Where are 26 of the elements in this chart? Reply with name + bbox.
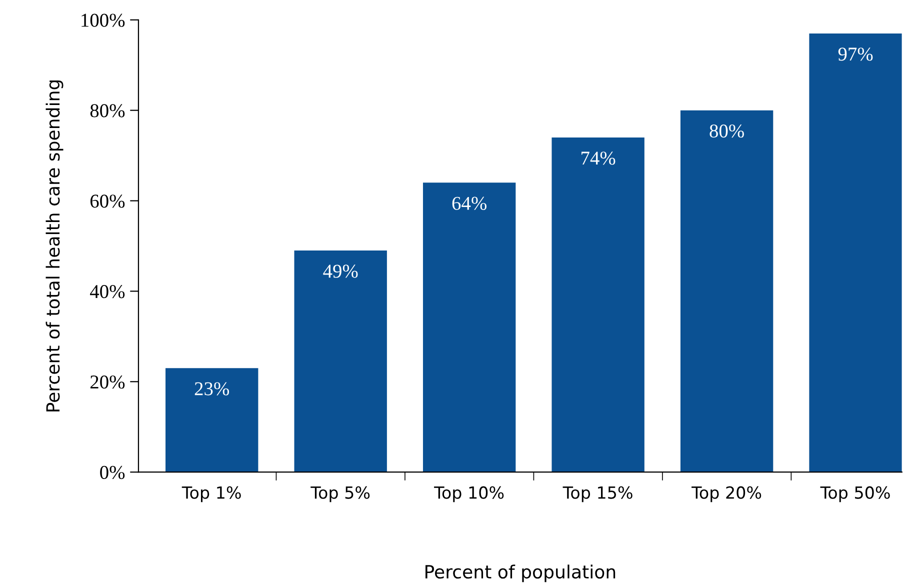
data-label: 74% bbox=[582, 152, 616, 165]
y-tick-label: 100% bbox=[82, 14, 125, 27]
bar bbox=[809, 33, 902, 472]
bar bbox=[294, 250, 387, 472]
data-label: 64% bbox=[452, 196, 486, 210]
bar bbox=[552, 137, 644, 472]
x-tick-label: Top 20% bbox=[692, 486, 762, 502]
data-label: 49% bbox=[323, 264, 358, 278]
y-axis-title: Percent of total health care spending bbox=[46, 80, 64, 412]
x-tick-label: Top 5% bbox=[310, 486, 370, 502]
x-tick-label: Top 10% bbox=[434, 486, 504, 502]
y-tick-label: 40% bbox=[90, 285, 125, 298]
y-tick-label: 60% bbox=[90, 194, 125, 208]
bar bbox=[422, 182, 516, 472]
y-tick-label: 80% bbox=[90, 104, 125, 118]
y-tick-label: 20% bbox=[90, 375, 125, 389]
x-axis-title: Percent of population bbox=[426, 564, 616, 582]
data-label: 23% bbox=[194, 382, 230, 396]
x-tick-label: Top 1% bbox=[182, 486, 241, 502]
data-label: 97% bbox=[838, 48, 873, 61]
x-tick-label: Top 50% bbox=[820, 486, 890, 502]
bar bbox=[680, 110, 774, 472]
bar bbox=[166, 368, 258, 472]
x-tick-label: Top 15% bbox=[562, 486, 632, 502]
data-label: 80% bbox=[710, 124, 744, 138]
y-tick-label: 0% bbox=[100, 466, 125, 480]
